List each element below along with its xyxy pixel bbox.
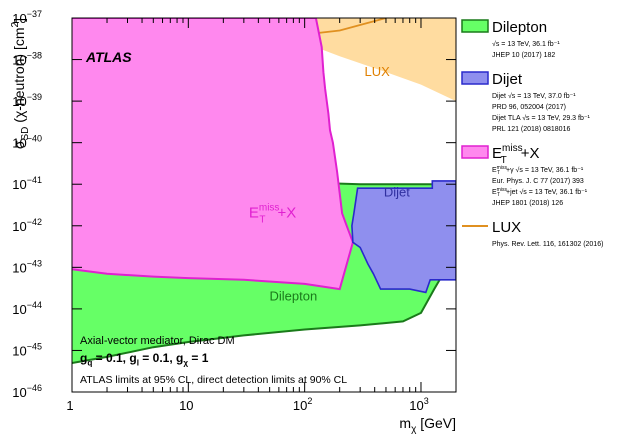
legend-reference: Dijet TLA √s = 13 TeV, 29.3 fb⁻¹ [492,114,591,122]
emiss-region [72,18,354,291]
region-label-emiss: Emiss T +X [249,202,296,225]
y-tick-label: 10−37 [12,9,42,26]
legend-reference: PRD 96, 052004 (2017) [492,104,566,111]
legend-label: Dilepton [492,19,547,36]
legend-label: Emiss T +X [492,143,539,166]
legend-label: Dijet [492,71,523,88]
y-tick-label: 10−40 [12,134,42,151]
y-tick-label: 10−38 [12,51,42,68]
legend-entry-dilepton: Dilepton √s = 13 TeV, 36.1 fb⁻¹ JHEP 10 (2… [461,19,560,59]
y-tick-label: 10−41 [12,175,42,192]
legend-swatch [461,145,489,159]
plot-frame [71,17,457,393]
legend-label: LUX [492,219,521,236]
legend-entry-lux: LUX Phys. Rev. Lett. 116, 161302 (2016) [462,219,603,248]
mediator-label: Axial-vector mediator, Dirac DM [80,335,235,347]
couplings-label: gq = 0.1, gl = 0.1, gχ = 1 [80,351,209,368]
atlas-label: ATLAS [85,49,132,65]
dijet-region [351,180,456,294]
y-tick-label: 10−46 [12,383,42,400]
x-tick-label: 103 [409,396,428,413]
axes: 1 10 102 103 10−37 10−38 10−39 10−40 10−41 10−42 1… [10,9,457,435]
y-tick-label: 10−45 [12,341,42,358]
legend-swatch [461,19,489,33]
legend-entry-dijet: Dijet Dijet √s = 13 TeV, 37.0 fb⁻¹ PRD 96,… [461,71,591,133]
legend-reference: Dijet √s = 13 TeV, 37.0 fb⁻¹ [492,92,576,100]
dijet-fill [351,180,456,294]
emiss-upper-line [72,18,354,243]
emiss-lower-line [72,242,354,291]
x-tick-label: 10 [179,398,193,413]
legend-reference: Phys. Rev. Lett. 116, 161302 (2016) [492,241,603,248]
plot-regions [72,18,456,364]
region-labels: LUX Dijet Dilepton Emiss T +X [249,64,410,303]
legend-reference: PRL 121 (2018) 0818016 [492,126,570,133]
region-label-lux: LUX [365,64,391,79]
y-tick-label: 10−44 [12,300,42,317]
legend-reference: √s = 13 TeV, 36.1 fb⁻¹ [492,40,560,48]
plot-annotations: ATLAS Axial-vector mediator, Dirac DM gq =… [80,49,347,386]
limits-label: ATLAS limits at 95% CL, direct detection… [80,374,347,386]
legend-swatch [461,71,489,85]
y-tick-label: 10−42 [12,217,42,234]
region-label-dijet: Dijet [384,185,410,200]
lux-fill [72,18,456,102]
emiss-fill [72,18,353,290]
legend: Dilepton √s = 13 TeV, 36.1 fb⁻¹ JHEP 10 (2… [461,19,603,248]
legend-reference: Emiss T +γ √s = 13 TeV, 36.1 fb⁻¹ [492,165,584,176]
legend-reference: JHEP 10 (2017) 182 [492,52,555,59]
legend-reference: Emiss T +jet √s = 13 TeV, 36.1 fb⁻¹ [492,187,588,198]
y-tick-label: 10−39 [12,92,42,109]
y-tick-label: 10−43 [12,258,42,275]
x-tick-label: 102 [293,396,312,413]
legend-reference: JHEP 1801 (2018) 126 [492,200,563,207]
y-axis-label: σSD (χ-neutron) [cm2] [10,18,31,149]
x-tick-label: 1 [66,398,73,413]
legend-reference: Eur. Phys. J. C 77 (2017) 393 [492,178,584,185]
region-label-dilepton: Dilepton [270,288,318,303]
x-axis-label: mχ [GeV] [399,415,456,435]
